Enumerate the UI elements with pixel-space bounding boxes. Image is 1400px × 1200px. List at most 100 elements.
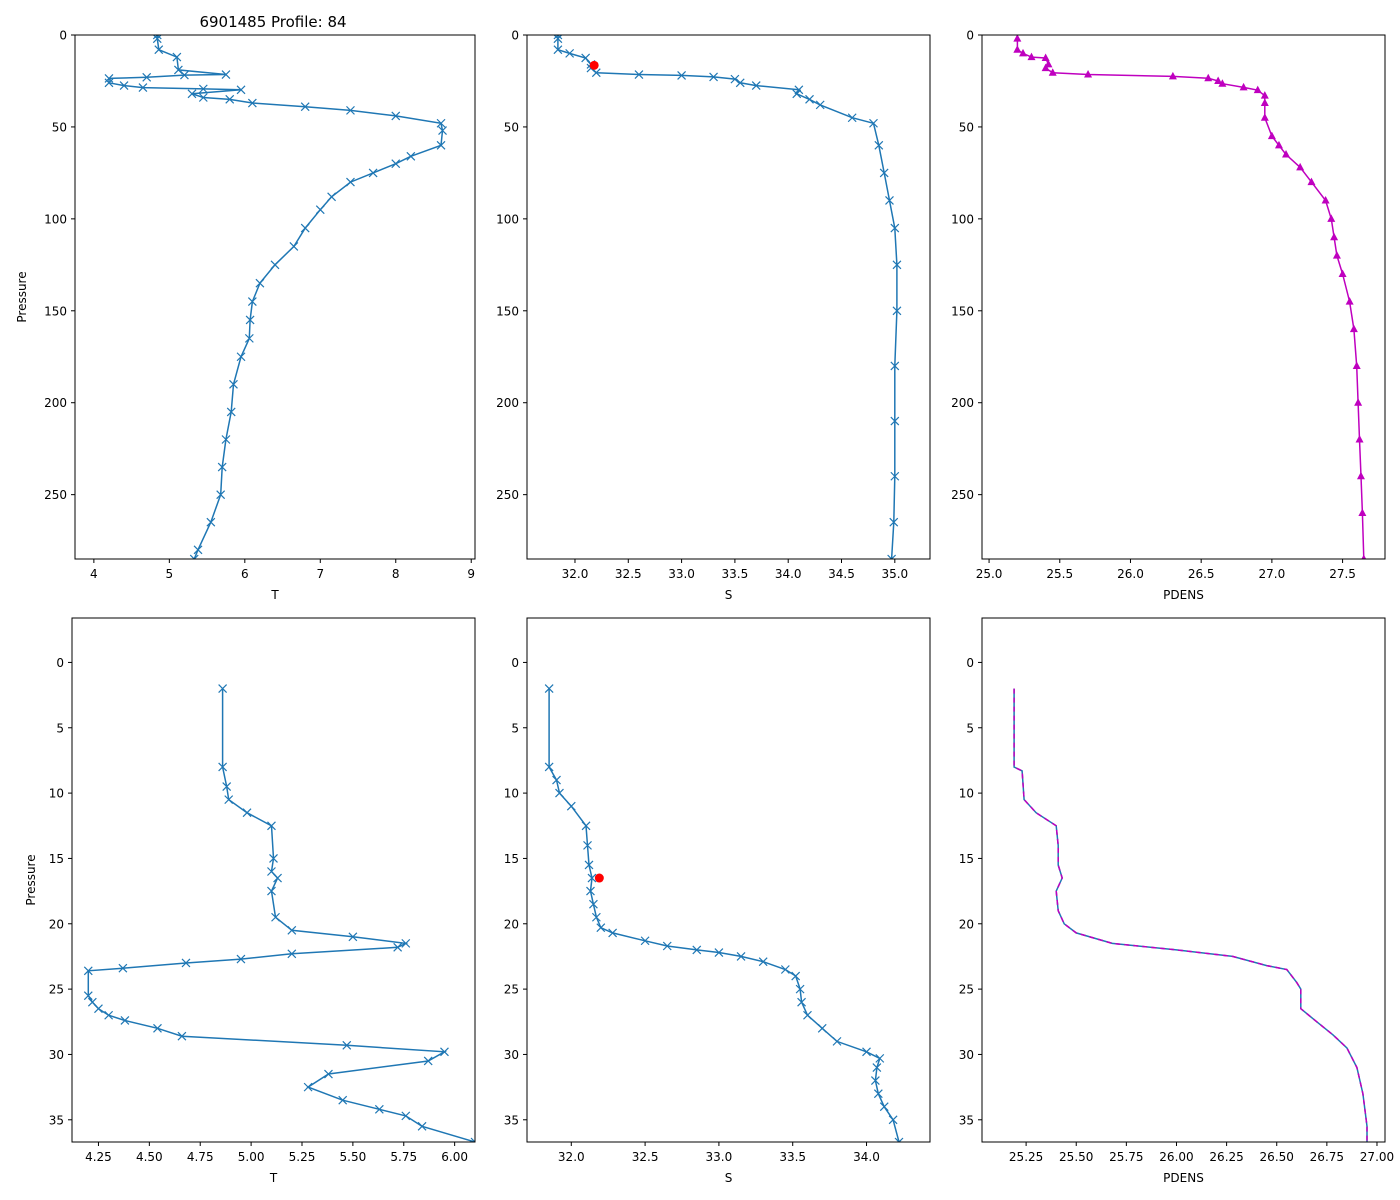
x-tick-label: 32.5 bbox=[615, 567, 642, 581]
data-point bbox=[1356, 471, 1365, 480]
data-point bbox=[1041, 63, 1050, 72]
y-tick-label: 50 bbox=[52, 120, 67, 134]
data-point bbox=[247, 297, 257, 307]
data-point bbox=[221, 435, 231, 444]
data-point bbox=[872, 1063, 882, 1072]
data-point bbox=[423, 1056, 433, 1066]
data-point bbox=[677, 71, 687, 80]
data-point bbox=[177, 1031, 187, 1041]
y-tick-label: 20 bbox=[49, 917, 64, 931]
data-point bbox=[271, 912, 280, 922]
data-point bbox=[735, 78, 745, 88]
data-point bbox=[1013, 45, 1022, 53]
data-point bbox=[862, 1047, 871, 1057]
data-point bbox=[267, 886, 276, 896]
data-point bbox=[873, 1089, 883, 1099]
plot-area bbox=[1013, 35, 1367, 559]
data-point bbox=[172, 52, 182, 62]
data-point bbox=[198, 93, 208, 102]
data-point bbox=[1260, 98, 1269, 107]
series-line bbox=[87, 688, 475, 1142]
data-point bbox=[1282, 150, 1291, 158]
data-point bbox=[581, 821, 591, 831]
y-tick-label: 35 bbox=[49, 1113, 64, 1127]
data-point bbox=[218, 684, 228, 693]
data-point bbox=[142, 72, 152, 82]
x-axis-label: T bbox=[269, 1171, 278, 1185]
x-tick-label: 5.00 bbox=[238, 1150, 265, 1164]
data-point bbox=[436, 140, 446, 150]
x-tick-label: 26.50 bbox=[1260, 1150, 1294, 1164]
axes-frame bbox=[526, 617, 931, 1143]
y-tick-label: 0 bbox=[511, 29, 519, 43]
data-point bbox=[791, 971, 801, 981]
data-point bbox=[709, 72, 718, 82]
data-point bbox=[879, 1102, 889, 1112]
data-point bbox=[346, 177, 355, 187]
x-tick-label: 32.0 bbox=[562, 567, 589, 581]
figure-title: 6901485 Profile: 84 bbox=[199, 13, 346, 31]
data-point bbox=[436, 118, 446, 128]
x-tick-label: 5.25 bbox=[289, 1150, 316, 1164]
data-point bbox=[888, 1115, 898, 1125]
panel-s-full: 32.0 32.5 33.0 33.5 34.0 34.5 35.0 0 50 100 150 200… bbox=[496, 29, 931, 602]
data-point bbox=[890, 416, 900, 426]
y-tick-label: 0 bbox=[966, 29, 974, 43]
data-point bbox=[1296, 162, 1305, 171]
data-point bbox=[1084, 70, 1093, 78]
y-tick-label: 150 bbox=[951, 304, 974, 318]
data-point bbox=[591, 68, 601, 78]
data-point bbox=[300, 102, 310, 112]
y-tick-label: 20 bbox=[504, 917, 519, 931]
x-tick-label: 27.00 bbox=[1360, 1150, 1394, 1164]
data-point bbox=[289, 242, 299, 251]
data-point bbox=[229, 379, 238, 389]
data-point bbox=[586, 886, 595, 896]
data-point bbox=[1260, 91, 1269, 99]
x-tick-label: 34.0 bbox=[775, 567, 802, 581]
data-point bbox=[391, 159, 401, 169]
data-point bbox=[236, 85, 246, 95]
data-point bbox=[138, 83, 148, 93]
axes-frame bbox=[74, 34, 476, 560]
data-point bbox=[640, 936, 650, 946]
data-point bbox=[206, 517, 216, 527]
data-point bbox=[440, 1047, 449, 1057]
y-axis-label: Pressure bbox=[15, 271, 29, 322]
data-point bbox=[780, 965, 790, 974]
axes-frame bbox=[981, 617, 1386, 1143]
y-tick-label: 5 bbox=[56, 721, 64, 735]
data-point bbox=[1260, 113, 1269, 121]
x-tick-label: 5.50 bbox=[340, 1150, 367, 1164]
data-point bbox=[189, 554, 199, 559]
series-line-dashed bbox=[1013, 688, 1368, 1142]
data-point bbox=[198, 84, 208, 94]
data-point bbox=[589, 899, 598, 909]
y-tick-label: 5 bbox=[511, 721, 519, 735]
x-axis-label: PDENS bbox=[1163, 588, 1204, 602]
plot-area bbox=[544, 684, 904, 1142]
data-point bbox=[118, 963, 128, 973]
data-point bbox=[287, 949, 297, 959]
y-tick-label: 100 bbox=[951, 212, 974, 226]
data-point bbox=[1041, 53, 1050, 61]
data-point bbox=[181, 958, 191, 968]
data-point bbox=[553, 35, 563, 44]
data-point bbox=[236, 352, 246, 362]
x-tick-label: 9 bbox=[467, 567, 475, 581]
data-point bbox=[1330, 232, 1339, 241]
data-point bbox=[218, 762, 228, 772]
plot-area bbox=[104, 35, 447, 559]
data-point bbox=[342, 1040, 352, 1050]
data-point bbox=[869, 118, 878, 128]
data-point bbox=[608, 928, 618, 938]
data-point bbox=[104, 78, 114, 88]
y-tick-label: 15 bbox=[49, 852, 64, 866]
data-point bbox=[236, 954, 246, 964]
data-point bbox=[245, 315, 255, 325]
data-point bbox=[287, 925, 297, 935]
data-point bbox=[315, 205, 325, 215]
x-tick-label: 25.25 bbox=[1009, 1150, 1043, 1164]
data-point bbox=[1168, 71, 1177, 80]
